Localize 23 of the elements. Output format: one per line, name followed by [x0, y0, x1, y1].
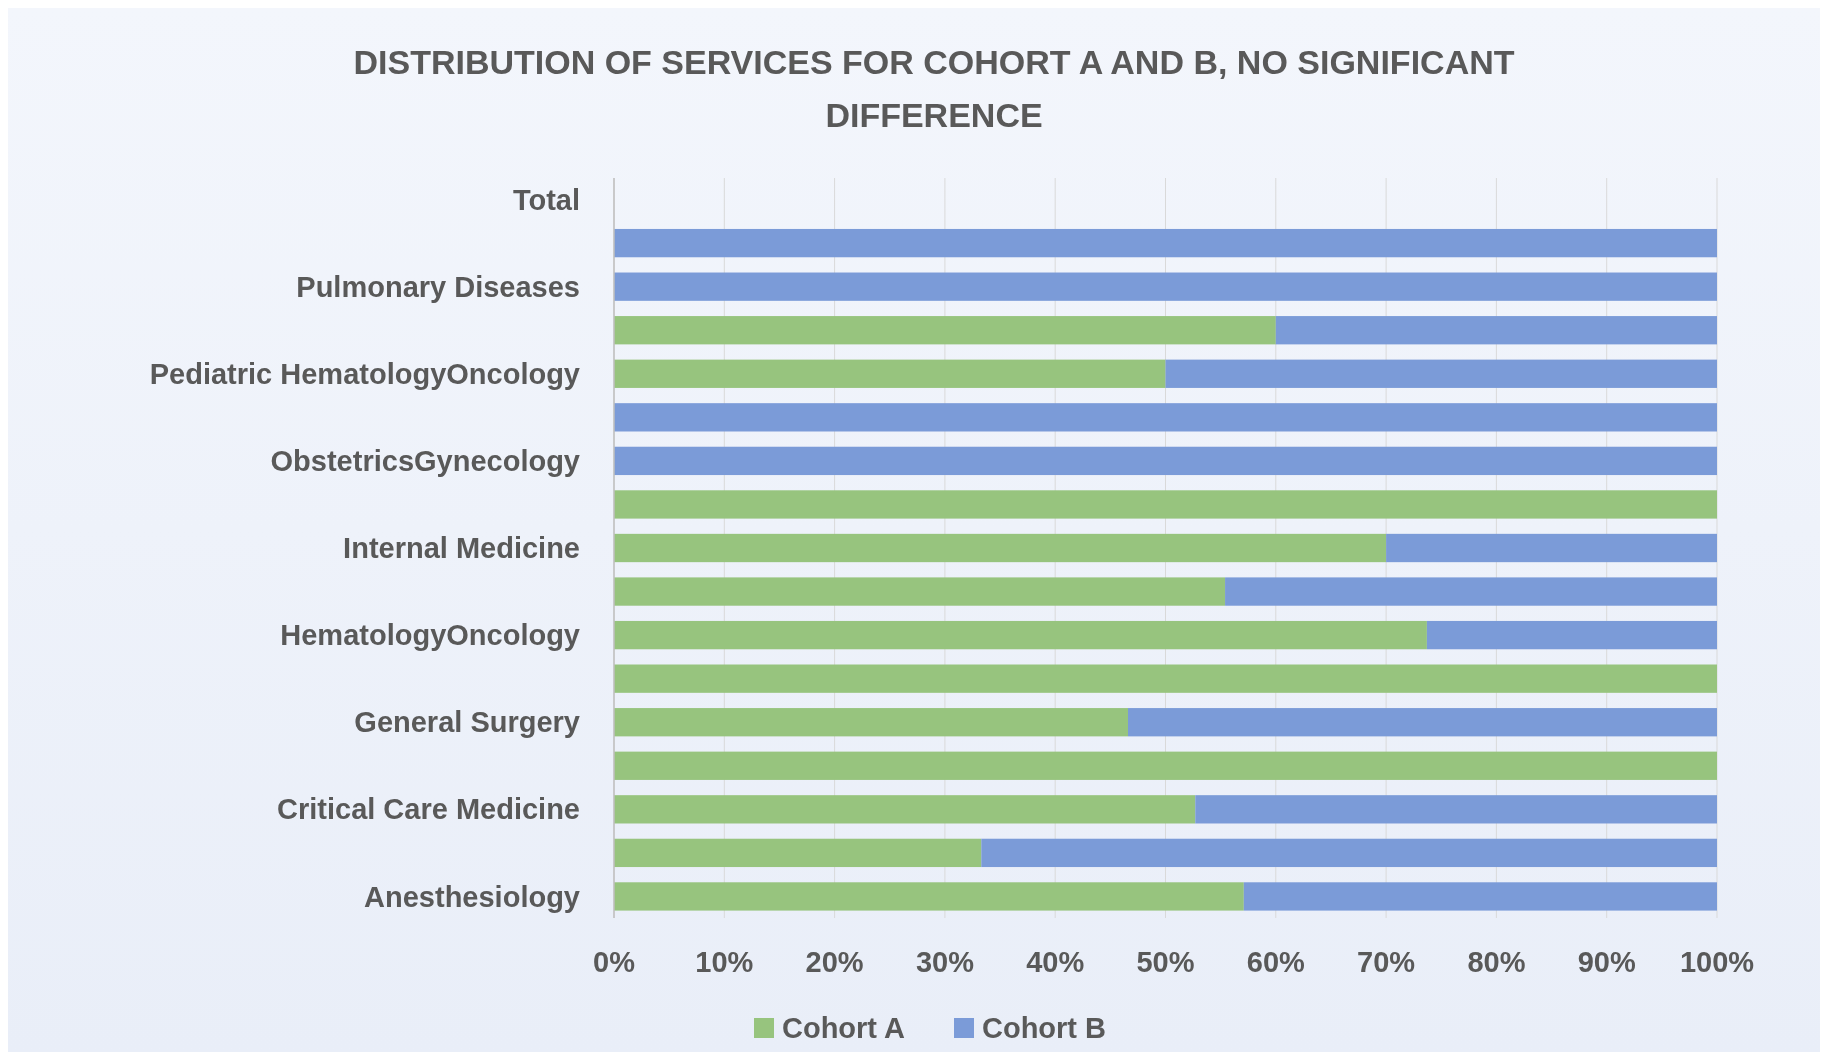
x-tick-label: 40% — [1026, 946, 1085, 978]
x-tick-label: 70% — [1357, 946, 1416, 978]
x-tick-label: 80% — [1467, 946, 1526, 978]
x-tick-label: 10% — [695, 946, 754, 978]
legend-label: Cohort A — [782, 1012, 906, 1044]
legend-label: Cohort B — [982, 1012, 1107, 1044]
y-tick-label: HematologyOncology — [280, 619, 580, 652]
y-tick-label: Internal Medicine — [343, 532, 580, 565]
y-tick-label: General Surgery — [354, 706, 580, 739]
x-tick-label: 60% — [1246, 946, 1306, 978]
chart-title: DISTRIBUTION OF SERVICES FOR COHORT A AND B, NO SIGNIFICANT DIFFERENCE — [353, 43, 1515, 134]
x-tick-label: 0% — [593, 946, 636, 978]
x-tick-label: 100% — [1679, 946, 1755, 978]
y-tick-label: Pediatric HematologyOncology — [149, 357, 580, 390]
x-tick-label: 90% — [1577, 946, 1636, 978]
x-tick-label: 20% — [805, 946, 864, 978]
x-tick-label: 30% — [915, 946, 975, 978]
y-tick-label: Anesthesiology — [364, 880, 580, 913]
y-tick-label: Total — [512, 183, 580, 216]
y-tick-label: Critical Care Medicine — [277, 793, 580, 826]
y-tick-label: Pulmonary Diseases — [296, 270, 580, 303]
y-tick-label: ObstetricsGynecology — [270, 445, 580, 478]
x-tick-label: 50% — [1136, 946, 1195, 978]
